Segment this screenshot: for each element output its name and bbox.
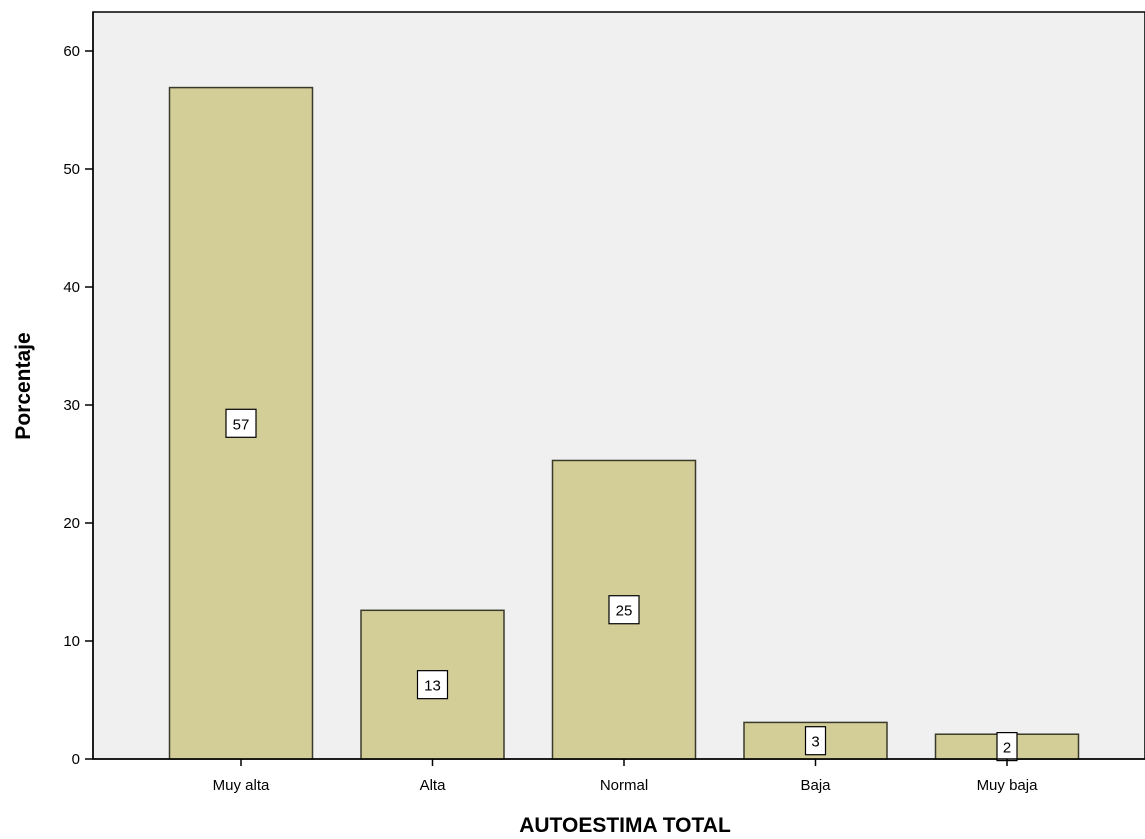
y-tick-label: 30 [63, 397, 80, 414]
x-tick-label: Normal [600, 777, 648, 794]
x-tick-label: Alta [420, 777, 447, 794]
y-tick-label: 60 [63, 43, 80, 60]
y-tick-label: 50 [63, 161, 80, 178]
y-axis-title: Porcentaje [12, 332, 35, 439]
y-tick-label: 40 [63, 279, 80, 296]
x-axis-title: AUTOESTIMA TOTAL [519, 814, 731, 837]
data-label: 13 [424, 678, 441, 695]
data-label-box [225, 408, 257, 438]
x-tick-label: Muy baja [977, 777, 1039, 794]
data-label: 57 [233, 416, 250, 433]
data-label: 2 [1003, 740, 1011, 757]
data-label: 25 [616, 603, 633, 620]
data-label: 3 [811, 734, 819, 751]
y-tick-label: 20 [63, 515, 80, 532]
data-label-box [804, 726, 827, 756]
y-tick-label: 0 [72, 751, 80, 768]
x-tick-label: Muy alta [213, 777, 270, 794]
data-label-box [608, 595, 640, 625]
x-tick-label: Baja [800, 777, 831, 794]
data-label-box [416, 670, 449, 700]
y-tick-label: 10 [63, 633, 80, 650]
